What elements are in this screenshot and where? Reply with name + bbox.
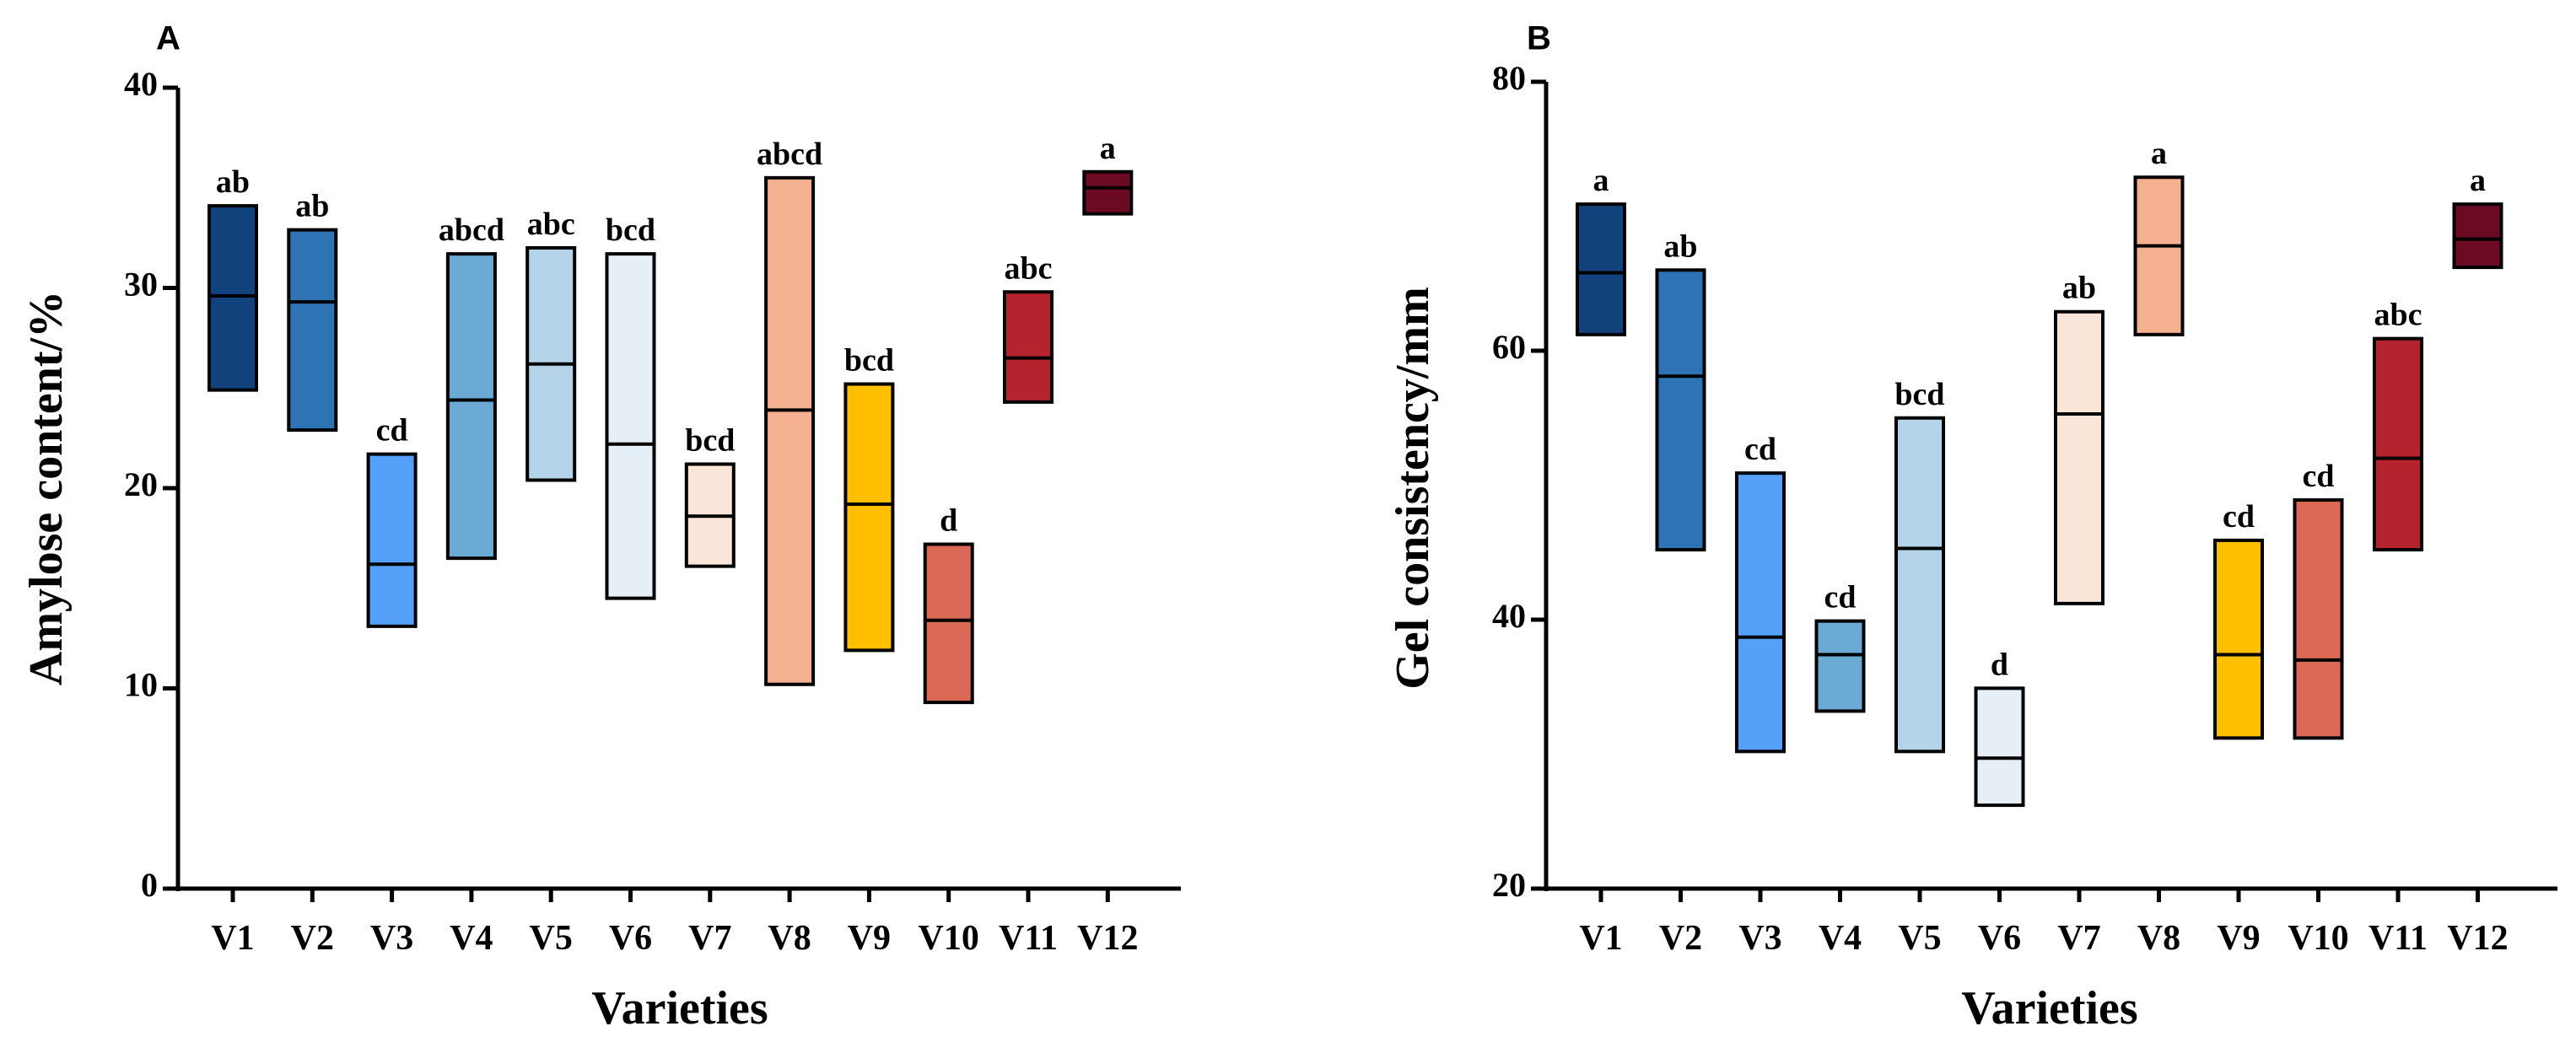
x-tick-label: V10 — [2288, 919, 2348, 958]
x-tick-label: V7 — [2057, 919, 2100, 958]
box-v10 — [923, 542, 974, 705]
x-axis-title: Varieties — [591, 982, 768, 1034]
x-tick-label: V8 — [2137, 919, 2180, 958]
x-tick-label: V6 — [1978, 919, 2021, 958]
y-axis-title: Gel consistency/mm — [1387, 287, 1439, 689]
box-v12 — [2452, 202, 2503, 270]
significance-label: ab — [216, 164, 250, 200]
significance-label: ab — [2062, 271, 2096, 306]
box-v10 — [2293, 498, 2344, 740]
x-tick-label: V2 — [1659, 919, 1702, 958]
x-tick-label: V9 — [2217, 919, 2260, 958]
significance-label: abcd — [439, 212, 504, 248]
x-tick-label: V3 — [1738, 919, 1781, 958]
box-v11 — [1003, 290, 1054, 404]
significance-label: a — [1593, 163, 1609, 198]
y-tick-label: 60 — [1492, 328, 1526, 366]
panel-b: B 20 40 60 80 Gel consistency/mm Varieties a V1 a… — [1387, 20, 2557, 1034]
significance-label: cd — [376, 413, 408, 449]
y-tick-label: 20 — [124, 465, 158, 503]
box-v7 — [2054, 309, 2104, 605]
y-tick-label: 40 — [124, 65, 158, 103]
significance-label: a — [1100, 131, 1116, 166]
panel-letter: A — [156, 20, 181, 57]
x-tick-label: V12 — [2447, 919, 2508, 958]
significance-label: d — [940, 503, 957, 539]
box-v11 — [2373, 336, 2423, 552]
x-tick-label: V9 — [848, 919, 891, 958]
significance-label: cd — [2223, 499, 2255, 535]
x-tick-label: V5 — [1898, 919, 1941, 958]
x-tick-label: V8 — [768, 919, 811, 958]
y-tick-label: 20 — [1492, 866, 1526, 904]
box-v4 — [1814, 619, 1866, 713]
significance-label: abc — [1005, 250, 1053, 286]
x-tick-label: V1 — [211, 919, 254, 958]
x-axis-title: Varieties — [1961, 982, 2137, 1034]
box-v6 — [1974, 686, 2025, 808]
y-tick-label: 40 — [1492, 597, 1526, 635]
box-v4 — [445, 252, 497, 561]
x-tick-label: V12 — [1077, 919, 1138, 958]
significance-label: bcd — [606, 212, 655, 248]
significance-label: bcd — [685, 423, 735, 459]
panel-letter: B — [1527, 20, 1551, 57]
significance-label: cd — [1744, 432, 1776, 467]
x-tick-label: V5 — [530, 919, 573, 958]
significance-label: d — [1991, 647, 2008, 682]
significance-label: abc — [2374, 298, 2422, 333]
box-v3 — [366, 452, 418, 628]
box-v1 — [1576, 202, 1626, 336]
significance-label: abc — [527, 207, 575, 242]
box-v8 — [764, 175, 816, 686]
box-v9 — [2213, 538, 2264, 740]
box-v8 — [2133, 175, 2185, 336]
x-tick-label: V4 — [450, 919, 493, 958]
box-v3 — [1735, 471, 1786, 754]
y-tick-label: 0 — [141, 866, 158, 904]
box-v5 — [1894, 416, 1945, 754]
x-tick-label: V1 — [1579, 919, 1622, 958]
box-v12 — [1082, 169, 1134, 216]
significance-label: abcd — [757, 137, 822, 172]
y-tick-label: 80 — [1492, 59, 1526, 97]
x-tick-label: V11 — [999, 919, 1058, 958]
box-v6 — [605, 252, 656, 600]
panel-a: A 0 10 20 30 40 Amylose content/% Varieties ab V1… — [20, 20, 1181, 1034]
x-tick-label: V10 — [919, 919, 979, 958]
significance-label: a — [2470, 163, 2486, 198]
box-v2 — [1655, 268, 1706, 552]
significance-label: bcd — [844, 343, 894, 379]
y-axis-title: Amylose content/% — [20, 291, 73, 685]
significance-label: bcd — [1894, 377, 1944, 412]
box-v1 — [207, 204, 258, 392]
x-tick-label: V3 — [370, 919, 413, 958]
x-tick-label: V6 — [609, 919, 652, 958]
significance-label: cd — [1824, 580, 1857, 615]
x-tick-label: V2 — [291, 919, 334, 958]
box-v9 — [843, 382, 895, 653]
box-v2 — [287, 228, 338, 433]
significance-label: cd — [2303, 459, 2335, 494]
x-tick-label: V7 — [688, 919, 731, 958]
significance-label: ab — [295, 189, 329, 224]
significance-label: a — [2151, 136, 2167, 171]
y-tick-label: 30 — [124, 266, 158, 304]
y-tick-label: 10 — [124, 666, 158, 704]
x-tick-label: V11 — [2369, 919, 2428, 958]
significance-label: ab — [1663, 228, 1697, 264]
x-tick-label: V4 — [1819, 919, 1862, 958]
